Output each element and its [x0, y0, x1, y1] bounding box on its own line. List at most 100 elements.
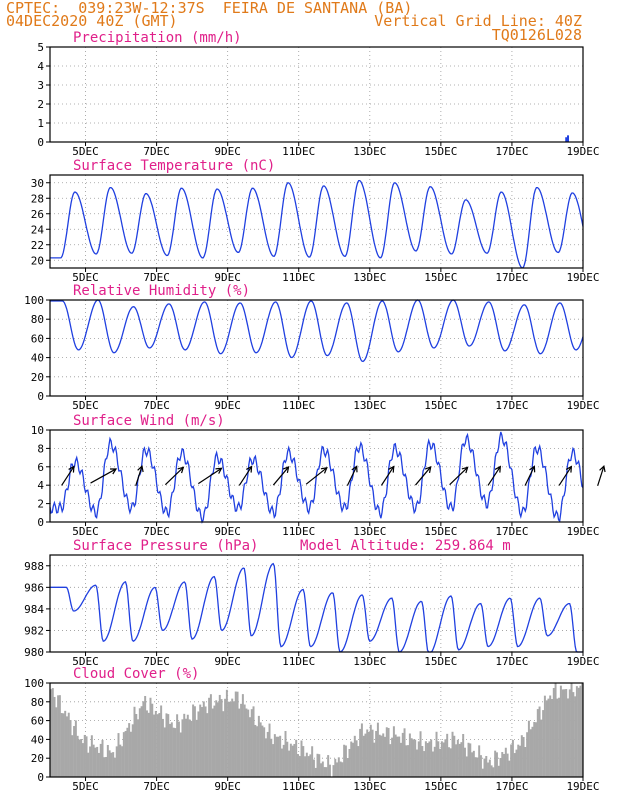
cloud-bar: [430, 739, 433, 777]
cloud-bar: [556, 698, 559, 777]
header-vertical-grid: Vertical Grid Line: 40Z: [374, 12, 582, 30]
cloud-bar: [456, 739, 459, 777]
cloud-bar: [385, 727, 388, 777]
cloud-bar: [234, 691, 237, 777]
cloud-bar: [263, 727, 266, 777]
wind-arrow: [90, 468, 117, 484]
cloud-bar: [538, 706, 541, 777]
cloud-bar: [50, 689, 52, 777]
cloud-bar: [504, 747, 507, 777]
cloud-bar: [346, 758, 349, 777]
cloud-bar: [158, 713, 161, 777]
cloud-bar: [352, 742, 355, 777]
cloud-bar: [62, 713, 65, 777]
cloud-bar: [419, 731, 422, 777]
cloud-bar: [376, 722, 379, 777]
cloud-bar: [138, 708, 141, 777]
y-tick-label: 0: [37, 516, 44, 529]
y-tick-label: 10: [31, 424, 44, 437]
y-tick-label: 24: [31, 223, 45, 236]
cloud-bar: [85, 736, 88, 777]
cloud-bar: [570, 683, 573, 777]
cloud-bar: [215, 700, 218, 777]
y-tick-label: 60: [31, 715, 44, 728]
cloud-bar: [558, 697, 561, 777]
x-tick-label: 13DEC: [353, 271, 386, 284]
cloud-bar: [131, 724, 134, 777]
cloud-bar: [101, 739, 104, 777]
cloud-bar: [407, 745, 410, 777]
cloud-bar: [579, 685, 582, 777]
cloud-bar: [119, 744, 122, 777]
cloud-bar: [545, 700, 548, 777]
cloud-bar: [247, 709, 250, 777]
wind-arrow: [449, 466, 469, 486]
panel-2: 20 22 24 26 28 30 5DEC 7DEC 9DEC 11DEC 13DEC 15DEC 1…: [31, 158, 600, 284]
plot-frame: [49, 174, 584, 269]
cloud-bar: [83, 734, 86, 777]
cloud-bar: [115, 746, 118, 777]
wind-arrow-head: [461, 466, 469, 474]
panel-5: 980 982 984 986 988 5DEC 7DEC 9DEC 11DEC 13DEC 15D…: [24, 538, 599, 668]
cloud-bar: [99, 743, 102, 777]
cloud-bar: [465, 756, 468, 777]
cloud-bar: [179, 732, 182, 777]
x-tick-label: 9DEC: [214, 271, 241, 284]
y-tick-label: 5: [37, 41, 44, 54]
cloud-bar: [328, 764, 331, 777]
cloud-bar: [254, 724, 257, 777]
x-tick-label: 15DEC: [424, 525, 457, 538]
cloud-bar: [444, 739, 447, 777]
panel-1: 0 1 2 3 4 5 5DEC 7DEC 9DEC 11DEC 13DEC 15DEC 17DEC 19…: [37, 30, 599, 158]
cloud-bar: [327, 755, 330, 777]
wind-arrow: [380, 466, 395, 486]
cloud-bar: [110, 752, 113, 777]
cloud-bar: [364, 733, 367, 777]
x-tick-label: 17DEC: [495, 780, 528, 793]
cloud-bar: [277, 736, 280, 777]
series-line: [50, 562, 583, 653]
x-tick-label: 19DEC: [566, 780, 599, 793]
cloud-bar: [384, 736, 386, 777]
y-tick-label: 986: [24, 581, 44, 594]
y-tick-label: 984: [24, 603, 44, 616]
cloud-bar: [511, 739, 514, 777]
cloud-bar: [288, 750, 291, 777]
y-tick-label: 1: [37, 117, 44, 130]
cloud-bar: [485, 756, 488, 777]
y-tick-label: 80: [31, 696, 44, 709]
cloud-bar: [318, 754, 321, 777]
cloud-bar: [495, 752, 498, 777]
cloud-bar: [225, 689, 228, 777]
cloud-bar: [472, 750, 475, 777]
cloud-bar: [190, 720, 193, 777]
cloud-bar: [341, 762, 344, 777]
cloud-bar: [286, 741, 289, 777]
cloud-bar: [510, 744, 513, 777]
wind-arrow-head: [68, 465, 75, 473]
cloud-bar: [250, 709, 253, 777]
plot-frame: [49, 429, 584, 523]
cloud-bar: [474, 757, 477, 777]
x-tick-label: 5DEC: [72, 145, 99, 158]
cloud-bar: [551, 699, 553, 777]
x-tick-label: 15DEC: [424, 145, 457, 158]
x-tick-label: 9DEC: [214, 399, 241, 412]
cloud-bar: [94, 747, 97, 777]
cloud-bar: [567, 698, 569, 777]
cloud-bar: [241, 694, 244, 777]
cloud-bar: [106, 744, 109, 777]
cloud-bar: [90, 735, 93, 777]
cloud-bar: [176, 714, 179, 777]
x-tick-label: 17DEC: [495, 655, 528, 668]
header-model-code: TQ0126L028: [491, 26, 582, 44]
cloud-bar: [387, 727, 390, 777]
cloud-bar: [508, 760, 511, 777]
cloud-bar: [401, 732, 404, 777]
cloud-bar: [350, 741, 353, 777]
cloud-bar: [172, 727, 175, 777]
cloud-bar: [280, 748, 283, 777]
cloud-bar: [124, 730, 127, 777]
cloud-bar: [268, 723, 271, 777]
cloud-bar: [133, 706, 136, 777]
